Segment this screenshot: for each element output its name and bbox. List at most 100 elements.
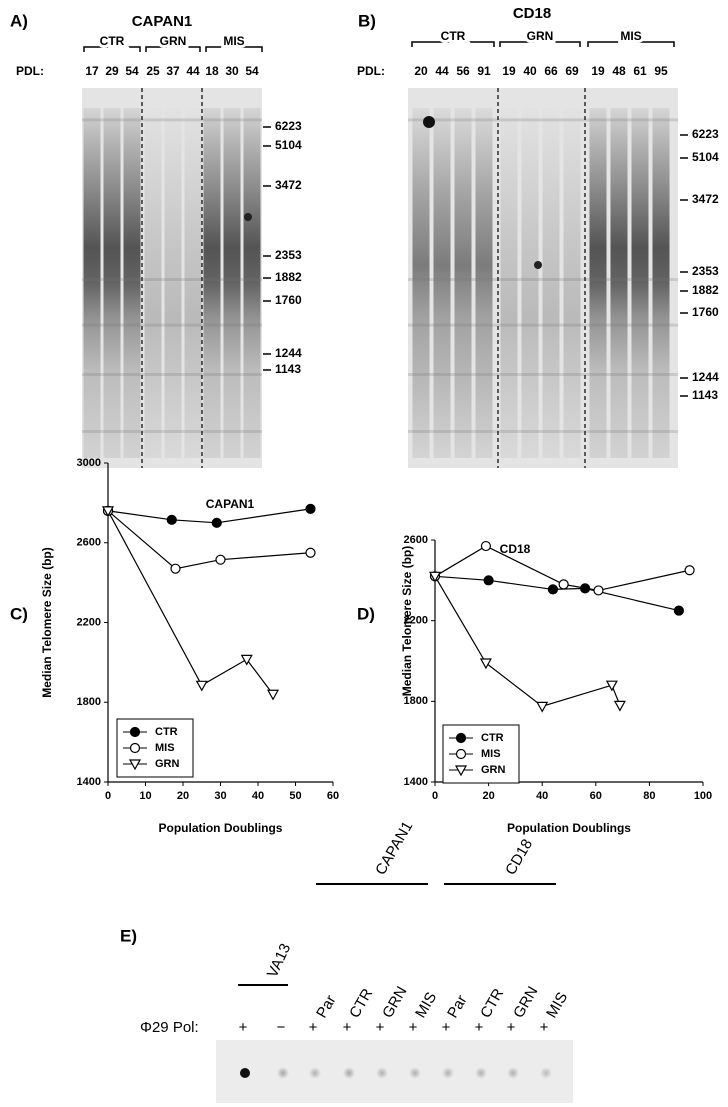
marker <box>547 584 559 595</box>
gel-lane <box>203 108 221 458</box>
gel-band <box>82 323 262 327</box>
pol-sign: + <box>475 1019 484 1036</box>
group-label: MIS <box>223 34 244 48</box>
marker <box>684 565 695 576</box>
gel-lane <box>454 108 472 458</box>
pol-label: Φ29 Pol: <box>140 1019 199 1036</box>
gel-lane <box>412 108 430 458</box>
pdl-value: 69 <box>565 64 579 78</box>
gel-lane <box>433 108 451 458</box>
lane-label: GRN <box>510 984 541 1021</box>
legend-label: GRN <box>155 758 180 770</box>
x-tick-label: 20 <box>482 790 494 802</box>
marker <box>480 540 492 552</box>
legend-marker <box>455 748 467 760</box>
group-bracket <box>499 41 581 47</box>
marker <box>211 517 222 528</box>
x-tick-label: 50 <box>289 790 301 802</box>
pdl-value: 44 <box>186 64 200 78</box>
gel-lane <box>475 108 493 458</box>
gel-spot <box>423 116 435 128</box>
size-marker: 3472 <box>275 178 302 192</box>
size-marker: 6223 <box>692 127 719 141</box>
marker <box>673 605 684 616</box>
pdl-value: 91 <box>477 64 491 78</box>
x-tick-label: 60 <box>590 790 602 802</box>
size-marker: 2353 <box>275 248 302 262</box>
lane-label: Par <box>313 992 339 1021</box>
pdl-value: 54 <box>245 64 259 78</box>
blot-dot <box>507 1067 519 1079</box>
marker <box>170 563 181 574</box>
pdl-value: 29 <box>105 64 119 78</box>
panel-label: A) <box>10 11 28 30</box>
y-tick-label: 1800 <box>77 696 101 708</box>
pdl-label: PDL: <box>16 64 44 78</box>
panel-label: E) <box>120 926 137 945</box>
lane-label: GRN <box>379 984 410 1021</box>
gel-lane <box>500 108 518 458</box>
group-label: CD18 <box>502 836 536 878</box>
gel-band <box>82 278 262 281</box>
gel-lane <box>243 108 261 458</box>
x-tick-label: 30 <box>214 790 226 802</box>
y-tick-label: 2600 <box>77 537 101 549</box>
x-tick-label: 40 <box>252 790 264 802</box>
marker <box>195 680 208 692</box>
group-label: GRN <box>527 29 554 43</box>
pdl-value: 19 <box>502 64 516 78</box>
group-bracket <box>411 41 495 47</box>
y-axis-label: Median Telomere Size (bp) <box>400 546 414 696</box>
group-bracket <box>205 46 263 52</box>
y-tick-label: 1400 <box>77 776 101 788</box>
group-label: CTR <box>441 29 466 43</box>
blot-dot <box>376 1067 388 1079</box>
marker <box>536 701 549 713</box>
gel-lane <box>184 108 202 458</box>
x-tick-label: 100 <box>694 790 712 802</box>
gel-band <box>408 323 678 327</box>
group-label: VA13 <box>264 941 294 980</box>
pol-sign: + <box>540 1019 549 1036</box>
group-label: CTR <box>100 34 125 48</box>
pdl-value: 40 <box>523 64 537 78</box>
chart-title: CAPAN1 <box>206 497 255 511</box>
panel-label: B) <box>358 11 376 30</box>
x-tick-label: 60 <box>327 790 339 802</box>
gel-spot <box>534 261 542 269</box>
gel-spot <box>244 213 252 221</box>
group-label: GRN <box>160 34 187 48</box>
y-tick-label: 1400 <box>404 776 428 788</box>
size-marker: 1143 <box>275 362 301 376</box>
marker <box>266 689 280 701</box>
gel-band <box>408 278 678 281</box>
blot-dot <box>475 1067 487 1079</box>
y-tick-label: 2200 <box>77 616 101 628</box>
marker <box>613 700 626 712</box>
gel-lane <box>223 108 241 458</box>
legend-marker <box>455 732 467 744</box>
x-tick-label: 40 <box>536 790 548 802</box>
pol-sign: + <box>507 1019 516 1036</box>
marker <box>428 571 442 583</box>
lane-label: CTR <box>346 986 376 1021</box>
pdl-value: 19 <box>591 64 605 78</box>
series-line <box>107 510 311 570</box>
legend-marker <box>129 742 141 754</box>
series-line <box>107 508 311 524</box>
size-marker: 1143 <box>692 388 718 402</box>
pdl-value: 61 <box>633 64 647 78</box>
blot-dot <box>277 1067 289 1079</box>
lane-label: MIS <box>543 989 571 1021</box>
size-marker: 6223 <box>275 119 302 133</box>
marker <box>483 575 494 586</box>
y-tick-label: 2600 <box>404 534 428 546</box>
gel-lane <box>144 108 162 458</box>
x-tick-label: 0 <box>105 790 111 802</box>
legend-label: CTR <box>481 732 504 744</box>
x-tick-label: 10 <box>139 790 151 802</box>
size-marker: 1760 <box>275 293 302 307</box>
gel-band <box>82 430 262 433</box>
